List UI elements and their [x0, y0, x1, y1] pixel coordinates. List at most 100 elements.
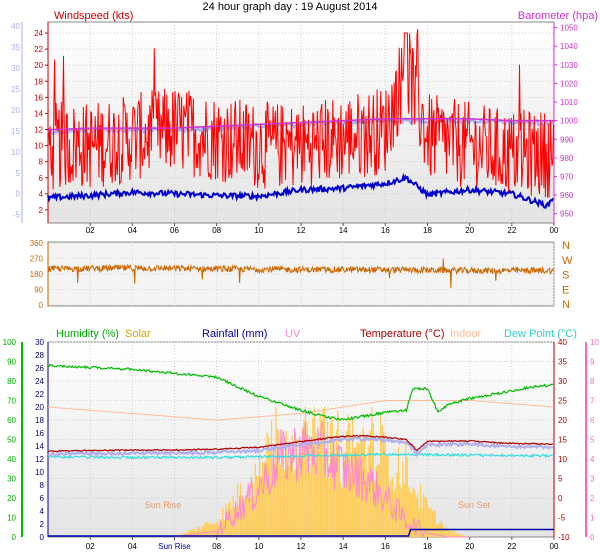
solar-bar: [332, 459, 335, 537]
solar-bar: [238, 505, 240, 537]
temp-faint-tick-label: 0: [16, 190, 21, 199]
solar-bar: [232, 495, 234, 537]
solar-bar: [337, 410, 339, 537]
solar-bar: [424, 496, 426, 537]
solar-bar: [430, 507, 432, 537]
direction-tick-label: 180: [30, 270, 44, 279]
humidity-tick-label: 70: [7, 397, 16, 406]
solar-bar: [371, 407, 373, 537]
left-tick-label: 6: [40, 494, 45, 503]
solar-bar: [414, 489, 416, 537]
solar-bar: [198, 527, 200, 537]
temp-x-tick-label: 22: [507, 542, 516, 551]
solar-bar: [353, 447, 355, 537]
barometer-line: [48, 118, 554, 131]
solar-bar: [242, 497, 245, 537]
barometer-tick-label: 1020: [560, 79, 578, 88]
solar-bar: [294, 469, 296, 537]
dewpoint-label: Dew Point (°C): [504, 328, 577, 340]
temp-x-tick-label: 08: [212, 542, 221, 551]
barometer-tick-label: 1050: [560, 24, 578, 33]
solar-bar: [244, 500, 246, 537]
barometer-axis: 950 960 970 980 990 1000 1010 1020 1030 1040 1050: [553, 22, 578, 223]
solar-bar: [436, 524, 438, 537]
solar-bar: [284, 470, 286, 537]
uv-tick-label: 6: [590, 416, 595, 425]
solar-bar: [253, 496, 255, 537]
rainfall-label: Rainfall (mm): [202, 328, 267, 340]
barometer-tick-label: 1040: [560, 42, 578, 51]
wind-x-tick-label: 08: [212, 226, 221, 235]
wind-x-axis: 02 04 06 08 10 12 14 16 18 20 22 00: [86, 223, 559, 235]
solar-bar: [419, 484, 422, 537]
direction-tick-label: 90: [34, 286, 43, 295]
solar-bar: [329, 422, 332, 537]
left-tick-label: 12: [35, 455, 44, 464]
solar-bar: [287, 464, 289, 537]
wind-x-tick-label: 12: [297, 226, 306, 235]
solar-bar: [213, 522, 215, 537]
barometer-tick-label: 950: [560, 210, 574, 219]
left-tick-label: 18: [35, 416, 44, 425]
uv-tick-label: 2: [590, 494, 595, 503]
compass-label: S: [562, 270, 569, 282]
solar-bar: [256, 476, 258, 537]
wind-x-tick-label: 20: [465, 226, 474, 235]
wind-x-tick-label: 16: [381, 226, 390, 235]
temp-faint-tick-label: 40: [11, 22, 20, 31]
compass-label: W: [562, 255, 573, 267]
average-wind-line: [47, 172, 554, 209]
solar-bar: [409, 492, 411, 537]
solar-bar: [334, 459, 336, 537]
solar-bar: [434, 511, 436, 537]
solar-bar: [201, 526, 203, 537]
temperature-tick-label: 5: [558, 475, 563, 484]
windspeed-tick-label: 6: [39, 174, 44, 183]
windspeed-tick-label: 24: [34, 29, 43, 38]
uv-tick-label: 5: [590, 436, 595, 445]
barometer-tick-label: 1010: [560, 98, 578, 107]
temp-faint-tick-label: 5: [16, 169, 21, 178]
solar-bar: [191, 529, 193, 537]
humidity-label: Humidity (%): [56, 328, 119, 340]
wind-x-tick-label: 02: [86, 226, 95, 235]
solar-bar: [421, 508, 423, 537]
temp-faint-tick-label: 35: [11, 43, 20, 52]
solar-bar: [185, 532, 187, 537]
indoor-label: Indoor: [450, 328, 482, 340]
temperature-line: [47, 434, 554, 453]
temp-series: [47, 363, 555, 539]
solar-bar: [276, 428, 279, 537]
solar-bar: [322, 408, 324, 537]
solar-bar: [257, 475, 259, 537]
left-tick-label: 28: [35, 351, 44, 360]
solar-bar: [189, 530, 191, 537]
humidity-tick-label: 40: [7, 455, 16, 464]
solar-bar: [452, 531, 454, 537]
uv-axis: 0 1 2 3 4 5 6 7 8 9 10: [585, 338, 599, 542]
windspeed-label: Windspeed (kts): [54, 10, 133, 22]
solar-bar: [349, 423, 351, 537]
solar-bar: [313, 407, 315, 537]
solar-bar: [272, 471, 274, 537]
solar-bar: [459, 534, 462, 537]
left-tick-label: 2: [40, 520, 45, 529]
solar-bar: [433, 509, 435, 537]
solar-bar: [188, 530, 190, 537]
solar-bar: [335, 429, 338, 537]
solar-bar: [465, 535, 467, 537]
solar-bar: [341, 487, 343, 537]
solar-bar: [448, 530, 450, 537]
indoor-line: [47, 400, 555, 421]
barometer-tick-label: 960: [560, 191, 574, 200]
chart-title: 24 hour graph day : 19 August 2014: [203, 1, 378, 13]
solar-bar: [350, 484, 352, 537]
solar-bar: [226, 508, 228, 537]
solar-bar: [236, 483, 239, 537]
uv-line: [174, 421, 469, 539]
sunrise-marker-label: Sun Rise: [145, 500, 182, 510]
direction-axis: 0 90 180 270 360: [30, 239, 49, 310]
temp-x-tick-label: 00: [550, 542, 559, 551]
direction-grid: [48, 242, 555, 306]
